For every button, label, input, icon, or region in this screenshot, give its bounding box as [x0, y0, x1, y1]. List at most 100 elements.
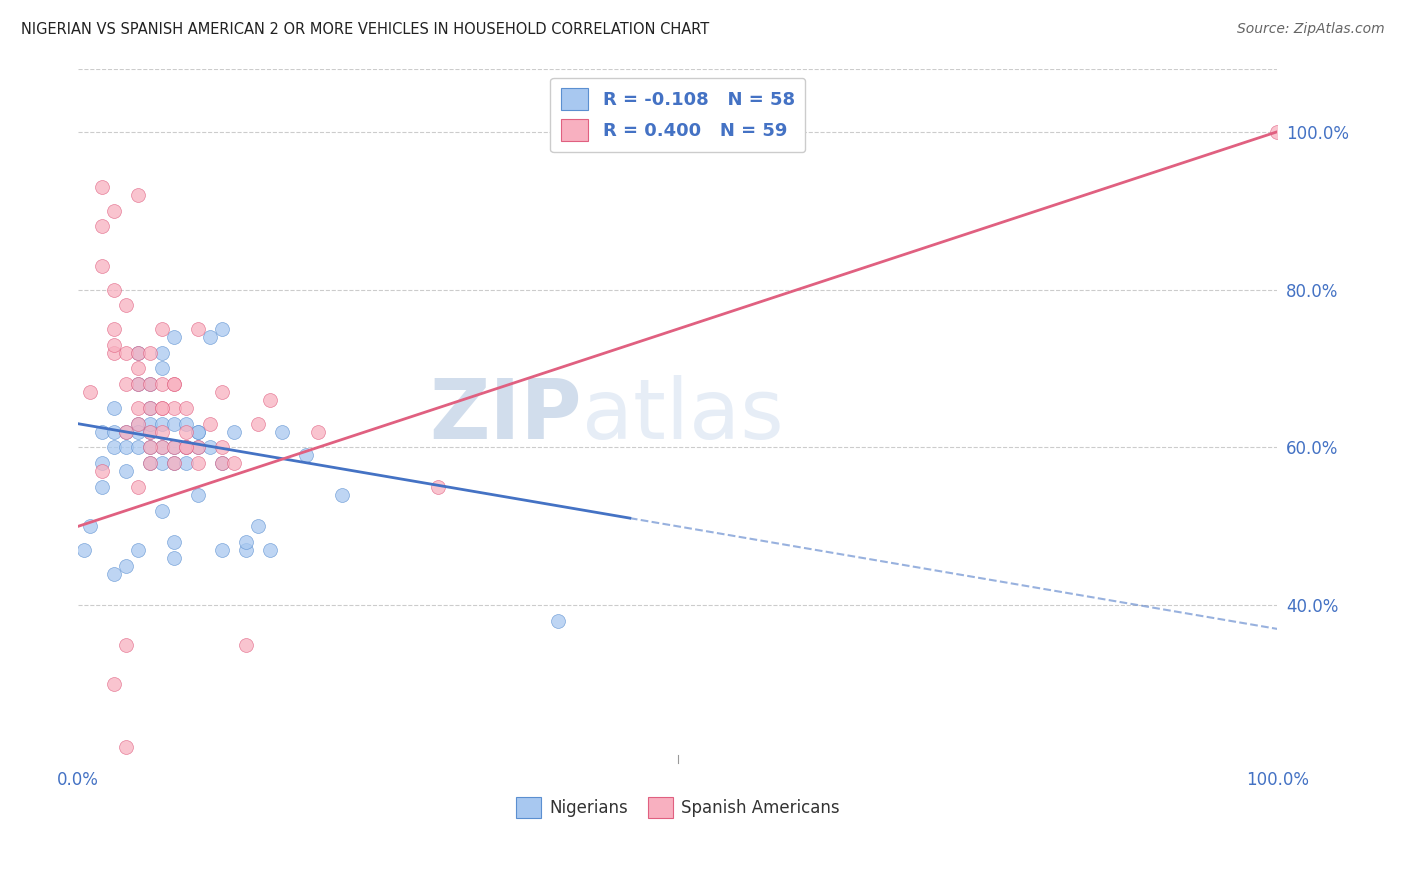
Point [103, 338, 125, 352]
Point [139, 425, 162, 439]
Point [139, 377, 162, 392]
Point [211, 456, 233, 470]
Point [103, 441, 125, 455]
Point [91, 259, 114, 273]
Point [139, 401, 162, 415]
Point [426, 480, 449, 494]
Point [271, 425, 294, 439]
Point [139, 456, 162, 470]
Legend: Nigerians, Spanish Americans: Nigerians, Spanish Americans [509, 790, 846, 824]
Point [115, 558, 138, 573]
Point [259, 392, 281, 407]
Point [91, 425, 114, 439]
Point [163, 330, 186, 344]
Point [163, 441, 186, 455]
Point [139, 417, 162, 431]
Text: atlas: atlas [582, 376, 783, 457]
Point [150, 345, 173, 359]
Point [247, 519, 270, 533]
Point [127, 425, 149, 439]
Point [222, 456, 245, 470]
Text: NIGERIAN VS SPANISH AMERICAN 2 OR MORE VEHICLES IN HOUSEHOLD CORRELATION CHART: NIGERIAN VS SPANISH AMERICAN 2 OR MORE V… [21, 22, 710, 37]
Point [79, 519, 101, 533]
Point [139, 377, 162, 392]
Point [198, 417, 221, 431]
Point [91, 456, 114, 470]
Point [127, 377, 149, 392]
Point [174, 417, 197, 431]
Point [150, 322, 173, 336]
Point [115, 425, 138, 439]
Point [150, 417, 173, 431]
Point [1267, 125, 1289, 139]
Point [187, 441, 209, 455]
Point [163, 441, 186, 455]
Point [235, 535, 257, 549]
Point [163, 401, 186, 415]
Point [174, 441, 197, 455]
Point [330, 488, 353, 502]
Point [547, 614, 569, 628]
Point [91, 464, 114, 478]
Point [91, 219, 114, 234]
Point [150, 377, 173, 392]
Point [103, 401, 125, 415]
Point [127, 361, 149, 376]
Point [103, 677, 125, 691]
Point [103, 322, 125, 336]
Point [139, 441, 162, 455]
Point [73, 543, 96, 558]
Point [79, 385, 101, 400]
Point [187, 425, 209, 439]
Point [174, 456, 197, 470]
Point [163, 456, 186, 470]
Point [103, 203, 125, 218]
Point [127, 345, 149, 359]
Point [115, 377, 138, 392]
Point [163, 535, 186, 549]
Point [139, 441, 162, 455]
Point [235, 638, 257, 652]
Point [163, 456, 186, 470]
Point [127, 377, 149, 392]
Point [150, 401, 173, 415]
Point [115, 298, 138, 312]
Point [211, 543, 233, 558]
Point [187, 456, 209, 470]
Point [295, 448, 318, 462]
Point [174, 401, 197, 415]
Point [174, 425, 197, 439]
Point [187, 441, 209, 455]
Point [150, 401, 173, 415]
Point [163, 550, 186, 565]
Point [198, 330, 221, 344]
Point [91, 180, 114, 194]
Point [103, 283, 125, 297]
Point [103, 345, 125, 359]
Point [115, 425, 138, 439]
Point [115, 441, 138, 455]
Point [139, 456, 162, 470]
Point [139, 425, 162, 439]
Point [307, 425, 329, 439]
Point [187, 322, 209, 336]
Point [91, 480, 114, 494]
Point [127, 543, 149, 558]
Point [150, 441, 173, 455]
Point [235, 543, 257, 558]
Point [187, 425, 209, 439]
Point [103, 425, 125, 439]
Point [150, 441, 173, 455]
Point [115, 464, 138, 478]
Point [115, 345, 138, 359]
Point [115, 638, 138, 652]
Point [174, 441, 197, 455]
Point [150, 425, 173, 439]
Point [211, 322, 233, 336]
Point [259, 543, 281, 558]
Point [163, 377, 186, 392]
Point [247, 417, 270, 431]
Text: Source: ZipAtlas.com: Source: ZipAtlas.com [1237, 22, 1385, 37]
Point [150, 361, 173, 376]
Point [187, 488, 209, 502]
